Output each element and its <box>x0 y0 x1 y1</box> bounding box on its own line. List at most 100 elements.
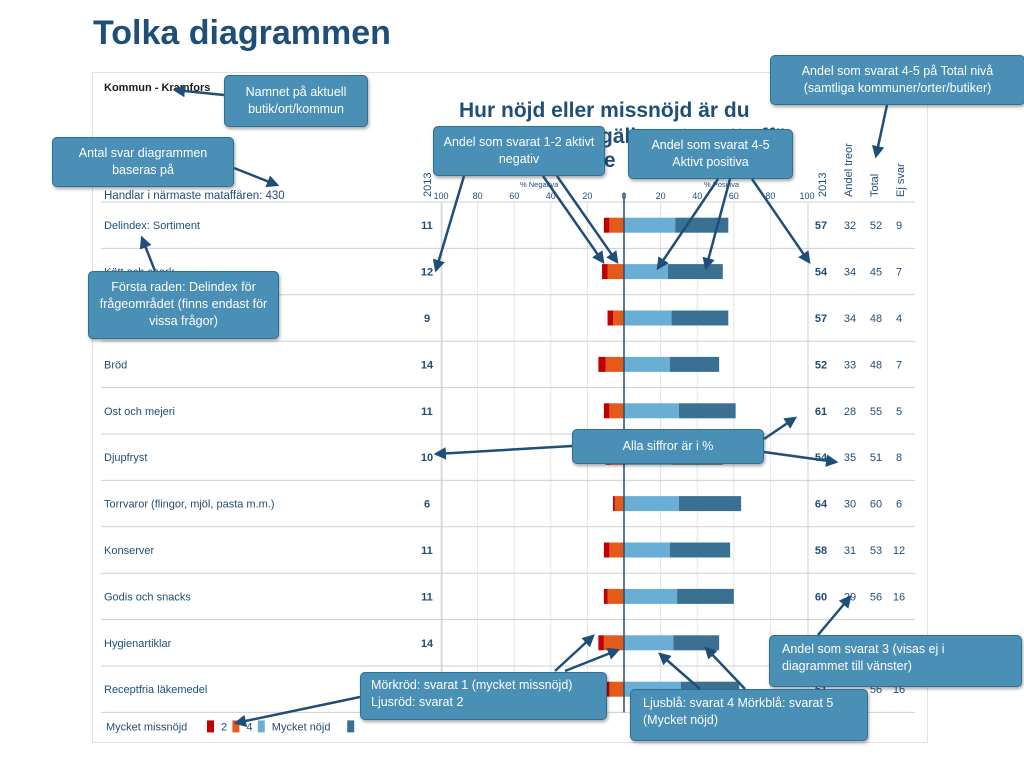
row-total: 48 <box>870 359 882 371</box>
row-positive-value: 54 <box>815 267 828 279</box>
row-ej-svar: 16 <box>893 684 905 696</box>
callout-andel-positiva: Andel som svarat 4-5 Aktivt positiva <box>628 129 793 179</box>
row-andel-treor: 35 <box>844 452 856 464</box>
tick-label: 100 <box>799 191 814 201</box>
callout-alla-siffror: Alla siffror är i % <box>572 429 764 464</box>
row-positive-value: 54 <box>815 452 828 464</box>
row-total: 56 <box>870 591 882 603</box>
bar-svarat-1 <box>603 542 610 558</box>
row-ej-svar: 7 <box>896 359 902 371</box>
row-ej-svar: 16 <box>893 591 905 603</box>
row-positive-value: 52 <box>815 359 827 371</box>
row-label: Ost och mejeri <box>104 406 175 418</box>
legend-label: Mycket nöjd <box>272 721 331 733</box>
row-positive-value: 57 <box>815 313 827 325</box>
row-andel-treor: 29 <box>844 591 856 603</box>
bar-svarat-5 <box>669 542 731 558</box>
bar-svarat-5 <box>669 356 720 372</box>
row-negative-value: 6 <box>424 499 430 511</box>
row-andel-treor: 32 <box>844 220 856 232</box>
row-negative-value: 10 <box>421 452 433 464</box>
row-total: 56 <box>870 684 882 696</box>
row-andel-treor: 34 <box>844 313 856 325</box>
bar-svarat-5 <box>678 403 736 419</box>
row-positive-value: 58 <box>815 545 827 557</box>
legend-label: 4 <box>246 721 252 733</box>
bar-svarat-4 <box>624 356 670 372</box>
column-header-andel-treor: Andel treor <box>843 143 855 197</box>
legend-swatch <box>347 720 355 733</box>
row-label: Torrvaror (flingor, mjöl, pasta m.m.) <box>104 499 275 511</box>
tick-label: 100 <box>433 191 448 201</box>
bar-svarat-1 <box>603 403 610 419</box>
row-positive-value: 64 <box>815 499 828 511</box>
bar-svarat-5 <box>675 217 729 233</box>
row-ej-svar: 8 <box>896 452 902 464</box>
legend-swatch <box>232 720 240 733</box>
bar-svarat-2 <box>609 403 624 419</box>
bar-svarat-1 <box>602 264 608 280</box>
row-negative-value: 9 <box>424 313 430 325</box>
row-ej-svar: 5 <box>896 406 902 418</box>
bar-svarat-2 <box>609 217 624 233</box>
callout-forsta-raden: Första raden: Delindex för frågeområdet … <box>88 271 279 339</box>
bar-svarat-1 <box>603 217 610 233</box>
callout-antal: Antal svar diagrammen baseras på <box>52 137 234 187</box>
tick-label: 60 <box>729 191 739 201</box>
row-positive-value: 61 <box>815 406 827 418</box>
bar-svarat-1 <box>598 635 604 651</box>
row-total: 48 <box>870 313 882 325</box>
row-ej-svar: 7 <box>896 267 902 279</box>
legend-label: 2 <box>221 721 227 733</box>
bar-svarat-2 <box>609 542 624 558</box>
row-positive-value: 60 <box>815 591 827 603</box>
bar-svarat-4 <box>624 264 668 280</box>
row-negative-value: 12 <box>421 267 433 279</box>
tick-label: 40 <box>692 191 702 201</box>
row-negative-value: 11 <box>421 406 433 418</box>
row-negative-value: 14 <box>421 359 434 371</box>
bar-svarat-4 <box>624 217 676 233</box>
row-ej-svar: 12 <box>893 545 905 557</box>
chart-unit-label: Kommun - Kramfors <box>104 82 210 94</box>
row-label: Receptfria läkemedel <box>104 684 207 696</box>
row-ej-svar: 4 <box>896 313 902 325</box>
row-andel-treor: 31 <box>844 545 856 557</box>
bar-svarat-2 <box>605 356 624 372</box>
slide-title: Tolka diagrammen <box>93 14 391 52</box>
bar-svarat-2 <box>603 635 624 651</box>
row-total: 45 <box>870 267 882 279</box>
row-andel-treor: 34 <box>844 267 856 279</box>
column-header-left-year: 2013 <box>422 173 434 197</box>
row-negative-value: 11 <box>421 220 433 232</box>
bar-svarat-5 <box>673 635 720 651</box>
row-ej-svar: 6 <box>896 499 902 511</box>
callout-andel-negativ: Andel som svarat 1-2 aktivt negativ <box>433 126 605 176</box>
row-total: 52 <box>870 220 882 232</box>
row-ej-svar: 9 <box>896 220 902 232</box>
bar-svarat-2 <box>607 588 624 604</box>
callout-ljusbla: Ljusblå: svarat 4 Mörkblå: svarat 5 (Myc… <box>630 689 868 741</box>
callout-namnet: Namnet på aktuell butik/ort/kommun <box>224 75 368 127</box>
tick-label: 20 <box>582 191 592 201</box>
bar-svarat-5 <box>671 310 729 326</box>
bar-svarat-4 <box>624 403 679 419</box>
row-total: 60 <box>870 499 882 511</box>
legend-label: Mycket missnöjd <box>106 721 187 733</box>
bar-svarat-4 <box>624 542 670 558</box>
bar-svarat-4 <box>624 496 679 512</box>
row-label: Godis och snacks <box>104 591 191 603</box>
row-label: Delindex: Sortiment <box>104 220 200 232</box>
axis-label-positive: % Positiva <box>704 180 740 189</box>
bar-svarat-4 <box>624 310 672 326</box>
bar-svarat-2 <box>609 681 624 697</box>
row-positive-value: 57 <box>815 220 827 232</box>
row-negative-value: 11 <box>421 591 433 603</box>
row-negative-value: 14 <box>421 638 434 650</box>
row-label: Konserver <box>104 545 154 557</box>
bar-svarat-4 <box>624 635 674 651</box>
bar-svarat-1 <box>598 356 606 372</box>
tick-label: 20 <box>656 191 666 201</box>
callout-morkrod: Mörkröd: svarat 1 (mycket missnöjd) Ljus… <box>360 672 607 720</box>
column-header-total: Total <box>869 174 881 197</box>
